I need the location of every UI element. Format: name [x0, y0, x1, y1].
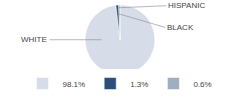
- svg-text:HISPANIC: HISPANIC: [168, 1, 205, 10]
- svg-text:1.3%: 1.3%: [130, 80, 148, 89]
- svg-text:WHITE: WHITE: [21, 35, 47, 44]
- svg-text:BLACK: BLACK: [167, 23, 194, 32]
- svg-text:98.1%: 98.1%: [63, 80, 86, 89]
- svg-text:0.6%: 0.6%: [193, 80, 211, 89]
